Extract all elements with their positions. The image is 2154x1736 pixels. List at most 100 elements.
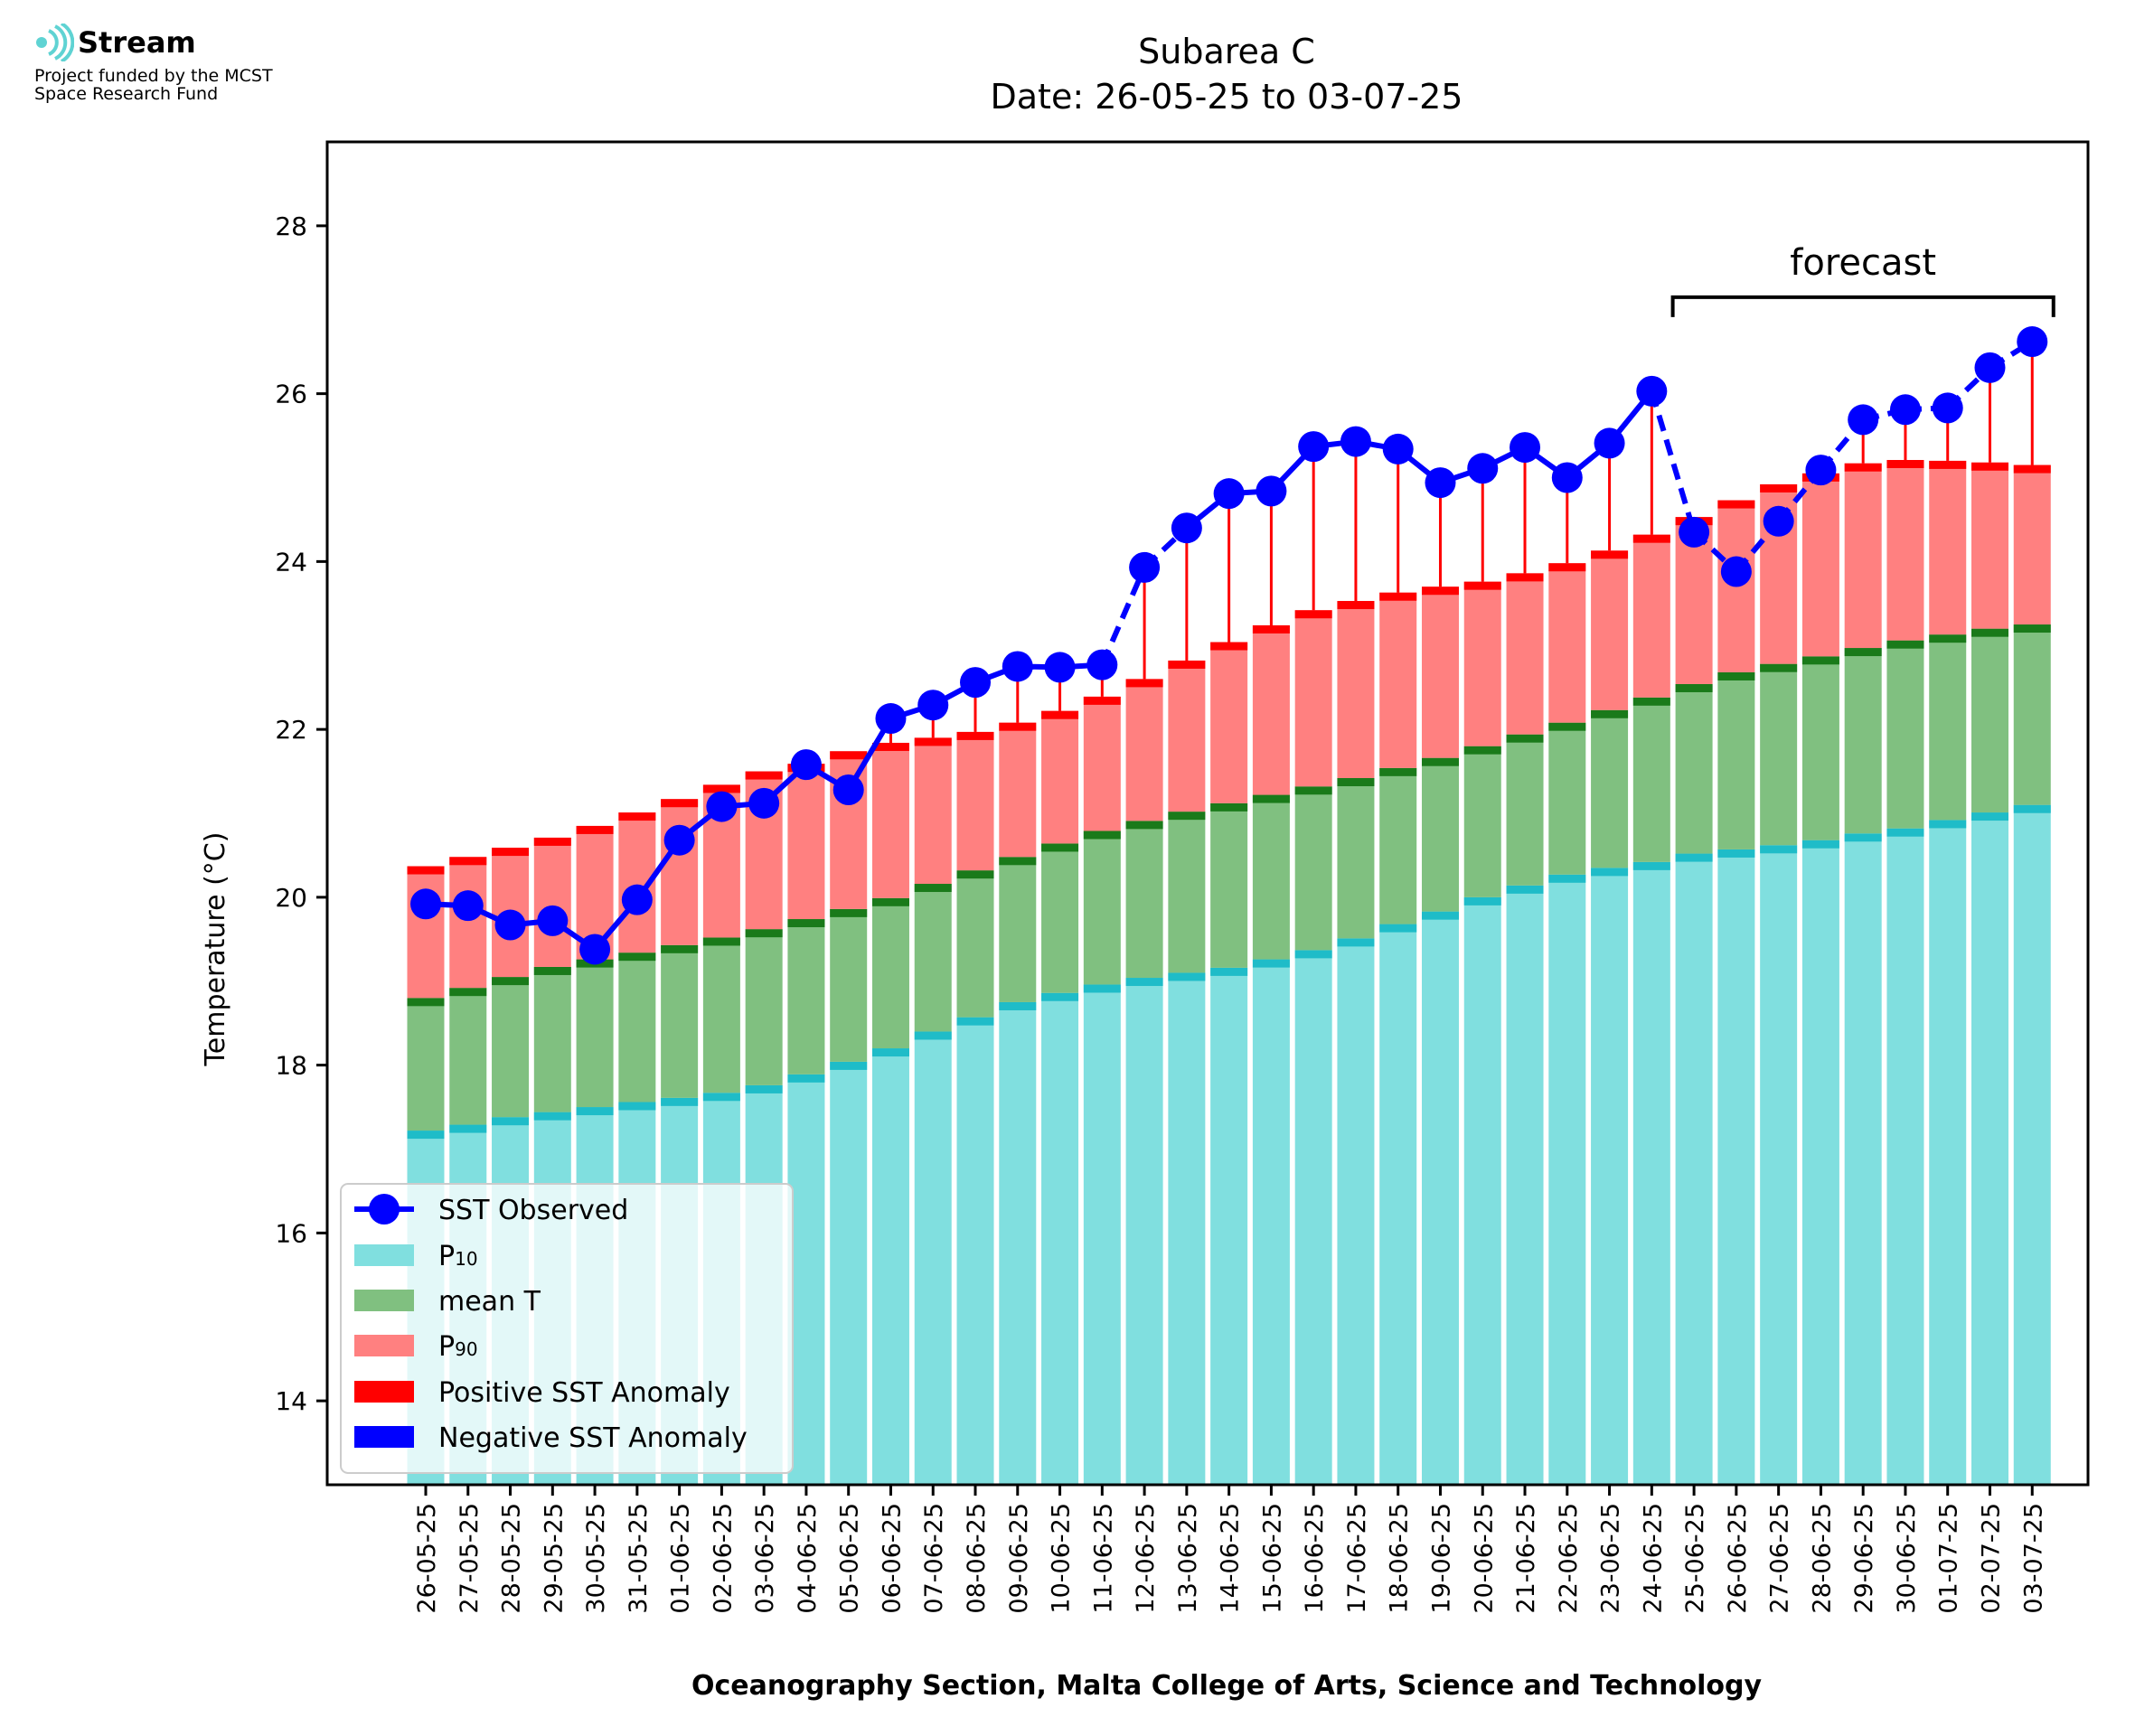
sst-observed-point xyxy=(452,890,484,922)
bar-mean-top xyxy=(956,870,994,879)
bar-mean xyxy=(871,897,909,1049)
bar-p10-top xyxy=(1717,849,1755,858)
y-tick-label: 26 xyxy=(275,380,307,409)
bar-mean-top xyxy=(492,977,530,986)
x-tick-label: 02-06-25 xyxy=(709,1503,737,1614)
forecast-label: forecast xyxy=(1790,242,1936,284)
sst-observed-point xyxy=(1679,516,1710,548)
x-tick-label: 14-06-25 xyxy=(1217,1503,1245,1614)
bar-mean-top xyxy=(1463,746,1501,755)
x-tick-label: 24-06-25 xyxy=(1639,1503,1667,1614)
legend-label-neg: Negative SST Anomaly xyxy=(438,1422,748,1454)
bar-mean xyxy=(1041,843,1079,993)
sst-observed-point xyxy=(1213,478,1245,510)
bar-mean-top xyxy=(1210,802,1248,812)
bar-p90 xyxy=(1929,460,1967,635)
sst-observed-point xyxy=(1129,551,1161,583)
bar-mean xyxy=(1210,802,1248,968)
sst-observed-point xyxy=(1636,375,1668,407)
bar-mean-top xyxy=(1125,821,1163,830)
bar-p10-top xyxy=(449,1124,487,1133)
bar-p90 xyxy=(407,866,445,999)
legend-swatch-neg xyxy=(354,1426,414,1448)
bar-mean xyxy=(956,870,994,1018)
bar-mean xyxy=(787,919,825,1074)
bar-p90 xyxy=(871,742,909,898)
bar-mean-top xyxy=(1632,697,1670,706)
bar-p10-top xyxy=(1632,861,1670,870)
bar-p10 xyxy=(1294,950,1332,1485)
bar-mean-top xyxy=(830,908,868,917)
x-tick-label: 26-05-25 xyxy=(413,1503,441,1614)
bar-p10-top xyxy=(1210,967,1248,976)
bar-p10 xyxy=(1886,828,1924,1485)
bar-p10-top xyxy=(1506,885,1544,894)
x-tick-label: 06-06-25 xyxy=(878,1503,906,1614)
bar-mean-top xyxy=(1760,663,1798,672)
bar-mean-top xyxy=(1083,830,1121,840)
bar-mean xyxy=(1801,656,1839,840)
bar-p90-top xyxy=(871,742,909,751)
bar-p90 xyxy=(1971,462,2008,629)
bar-p10 xyxy=(1506,885,1544,1485)
bar-mean-top xyxy=(661,944,699,953)
bar-mean-top xyxy=(618,952,656,962)
bar-p10 xyxy=(871,1048,909,1485)
bar-p10-top xyxy=(533,1112,571,1121)
x-tick-label: 22-06-25 xyxy=(1555,1503,1583,1614)
bar-p10-top xyxy=(914,1031,952,1040)
bar-p10-top xyxy=(1083,984,1121,993)
bar-mean-top xyxy=(1971,628,2008,637)
legend-swatch-mean xyxy=(354,1290,414,1311)
bar-p10 xyxy=(1337,938,1375,1485)
bar-mean-top xyxy=(1717,671,1755,680)
bar-mean-top xyxy=(407,998,445,1007)
bar-p10-top xyxy=(407,1131,445,1140)
sst-observed-point xyxy=(1340,426,1371,457)
bar-p90 xyxy=(533,837,571,967)
sst-observed-point xyxy=(1932,392,1963,424)
bar-p90-top xyxy=(1760,483,1798,493)
bar-p10 xyxy=(2013,804,2051,1485)
bar-mean-top xyxy=(702,937,740,946)
bar-p10-top xyxy=(830,1061,868,1070)
bar-p10 xyxy=(914,1031,952,1485)
bar-mean xyxy=(1463,746,1501,897)
bar-p10-top xyxy=(1041,992,1079,1001)
sst-observed-point xyxy=(1510,432,1541,464)
bar-mean-top xyxy=(1421,757,1459,766)
bar-mean xyxy=(1971,628,2008,813)
sst-observed-point xyxy=(1425,467,1456,499)
legend-marker-observed xyxy=(369,1194,400,1225)
bar-p90-top xyxy=(1929,460,1967,469)
x-tick-label: 02-07-25 xyxy=(1977,1503,2005,1614)
bar-p10-top xyxy=(787,1074,825,1083)
bar-p90-top xyxy=(1886,459,1924,468)
bar-p90-top xyxy=(1463,581,1501,590)
bar-p90-top xyxy=(956,731,994,740)
x-tick-label: 10-06-25 xyxy=(1048,1503,1076,1614)
logo: Stream Project funded by the MCST Space … xyxy=(34,22,273,104)
y-tick-label: 28 xyxy=(275,211,307,241)
x-tick-label: 13-06-25 xyxy=(1174,1503,1202,1614)
sst-observed-point xyxy=(748,787,780,819)
bar-mean xyxy=(1168,812,1206,973)
logo-caption-line2: Space Research Fund xyxy=(34,84,219,104)
bar-mean xyxy=(1083,830,1121,985)
bar-mean-top xyxy=(1801,656,1839,665)
legend-label-sub: 10 xyxy=(455,1248,477,1270)
bar-mean xyxy=(1675,683,1713,854)
bar-p10 xyxy=(1210,967,1248,1485)
legend-label-obs: SST Observed xyxy=(438,1195,628,1226)
y-tick-label: 18 xyxy=(275,1051,307,1081)
x-tick-label: 23-06-25 xyxy=(1597,1503,1625,1614)
bar-p10-top xyxy=(1675,853,1713,862)
bar-p90 xyxy=(1041,710,1079,844)
bar-mean xyxy=(1379,767,1417,924)
x-tick-label: 16-06-25 xyxy=(1301,1503,1329,1614)
bar-p10 xyxy=(956,1017,994,1485)
legend-label-p90: P90 xyxy=(438,1331,478,1363)
bar-mean-top xyxy=(1591,709,1629,718)
